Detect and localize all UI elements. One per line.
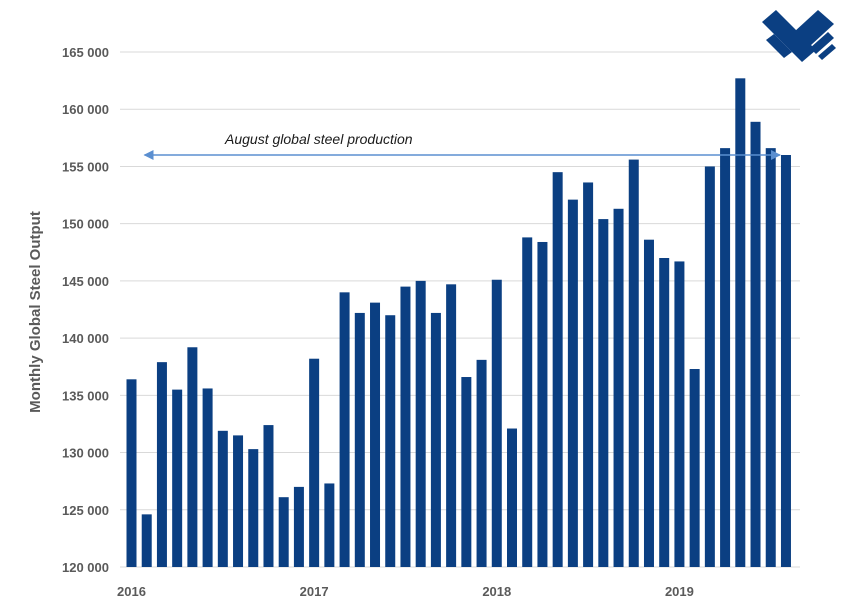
bar bbox=[598, 219, 609, 568]
y-axis-title: Monthly Global Steel Output bbox=[27, 211, 44, 413]
bar bbox=[141, 514, 152, 567]
bar bbox=[278, 497, 289, 567]
bar bbox=[415, 280, 426, 567]
bar bbox=[720, 148, 731, 567]
y-tick-label: 165 000 bbox=[62, 45, 109, 60]
logo-diagonal-stripe-2 bbox=[794, 10, 834, 46]
bar bbox=[780, 155, 791, 567]
bar bbox=[537, 241, 548, 567]
annotation-label: August global steel production bbox=[224, 131, 413, 147]
y-tick-label: 130 000 bbox=[62, 446, 109, 461]
bar bbox=[750, 121, 761, 568]
y-tick-label: 140 000 bbox=[62, 331, 109, 346]
logo-diagonal-stripe-1 bbox=[762, 10, 816, 62]
x-tick-label: 2019 bbox=[665, 584, 694, 599]
bar bbox=[293, 486, 304, 567]
x-axis-tick-labels: 2016 2017 2018 2019 bbox=[117, 584, 694, 599]
bar bbox=[263, 425, 274, 567]
bar bbox=[507, 428, 517, 567]
bar bbox=[233, 435, 244, 567]
bar bbox=[156, 362, 167, 567]
bar bbox=[248, 449, 259, 567]
bar bbox=[491, 279, 502, 567]
logo-diagonal-stripe-4 bbox=[818, 44, 836, 60]
x-tick-label: 2017 bbox=[300, 584, 329, 599]
bar bbox=[339, 292, 350, 567]
bar bbox=[446, 284, 457, 567]
y-tick-label: 155 000 bbox=[62, 159, 109, 174]
bar bbox=[552, 172, 563, 567]
bar bbox=[567, 199, 578, 567]
y-tick-label: 160 000 bbox=[62, 102, 109, 117]
y-tick-label: 125 000 bbox=[62, 503, 109, 518]
bar bbox=[430, 312, 441, 567]
bar bbox=[628, 159, 639, 568]
bar bbox=[765, 148, 776, 567]
bars bbox=[126, 78, 791, 568]
bar bbox=[354, 312, 365, 567]
y-tick-label: 150 000 bbox=[62, 217, 109, 232]
logo-diagonal-stripe-3 bbox=[810, 32, 834, 54]
bar bbox=[659, 258, 670, 567]
bar bbox=[476, 359, 487, 567]
bar bbox=[674, 261, 685, 567]
bar bbox=[400, 286, 411, 567]
bar bbox=[217, 430, 228, 567]
bar bbox=[689, 369, 700, 567]
bar bbox=[309, 358, 320, 567]
bar bbox=[172, 389, 183, 567]
bar bbox=[370, 302, 381, 567]
y-tick-label: 120 000 bbox=[62, 560, 109, 575]
bar bbox=[704, 166, 715, 567]
x-tick-label: 2016 bbox=[117, 584, 146, 599]
bar bbox=[461, 377, 472, 567]
x-tick-label: 2018 bbox=[482, 584, 511, 599]
company-logo bbox=[762, 10, 836, 62]
bar bbox=[187, 347, 198, 567]
bar bbox=[202, 388, 213, 567]
bar bbox=[583, 182, 594, 567]
bar bbox=[324, 483, 335, 567]
bar bbox=[643, 239, 654, 567]
bar bbox=[126, 379, 137, 567]
y-tick-label: 145 000 bbox=[62, 274, 109, 289]
bar bbox=[385, 315, 396, 567]
bar bbox=[613, 208, 624, 568]
bar bbox=[522, 237, 533, 567]
logo-diagonal-stripe-5 bbox=[766, 34, 792, 58]
y-tick-label: 135 000 bbox=[62, 388, 109, 403]
y-axis-tick-labels: 120 000 125 000 130 000 135 000 140 000 145 0… bbox=[62, 45, 109, 575]
bar bbox=[735, 78, 746, 568]
